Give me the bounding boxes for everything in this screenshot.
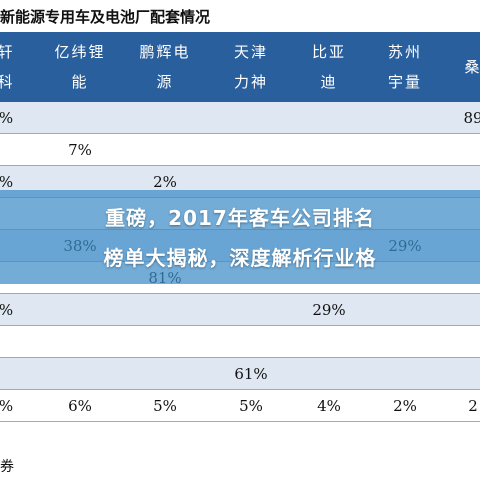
row-divider [0, 389, 480, 390]
header-label: 比亚 迪 [311, 43, 346, 91]
row-divider [0, 357, 480, 358]
row-divider [0, 133, 480, 134]
table-cell: % [0, 397, 14, 415]
article-headline-banner[interactable]: 重磅，2017年客车公司排名 榜单大揭秘，深度解析行业格 [0, 190, 480, 284]
table-cell [125, 102, 205, 134]
table-cell [40, 102, 120, 134]
table-cell: 2% [153, 173, 177, 191]
table-cell [370, 294, 440, 326]
row-divider [0, 293, 480, 294]
headline-line-2: 榜单大揭秘，深度解析行业格 [103, 246, 377, 270]
table-cell [40, 326, 120, 358]
table-cell [453, 326, 480, 358]
header-label: 亿纬锂 能 [54, 43, 106, 91]
header-label: 桑 [464, 58, 480, 76]
table-cell [211, 294, 291, 326]
table-cell: 5% [239, 397, 263, 415]
source-note: 券 [0, 459, 14, 475]
header-col-suzhou: 苏州 宇量 [370, 32, 440, 102]
table-row [0, 390, 480, 422]
table-header: 轩 科 亿纬锂 能鹏辉电 源 天津 力神 比亚 迪 苏州 宇量 桑 [0, 32, 480, 102]
table-cell [294, 102, 364, 134]
table-row [0, 294, 480, 326]
table-cell: 29% [312, 301, 346, 319]
table-cell [125, 134, 205, 166]
header-col-penghui: 鹏辉电 源 [125, 32, 205, 102]
header-col-byd: 比亚 迪 [294, 32, 364, 102]
table-cell [370, 102, 440, 134]
header-col-xuan: 轩 科 [0, 32, 26, 102]
table-cell [453, 134, 480, 166]
table-cell: 5% [153, 397, 177, 415]
table-cell [125, 358, 205, 390]
table-cell [40, 358, 120, 390]
table-cell [0, 326, 26, 358]
header-col-sang: 桑 [453, 32, 480, 102]
table-cell: 89 [463, 109, 480, 127]
row-divider [0, 165, 480, 166]
table-cell [125, 294, 205, 326]
table-cell [211, 102, 291, 134]
table-cell: 4% [317, 397, 341, 415]
table-cell [370, 326, 440, 358]
table-cell: % [0, 301, 14, 319]
table-cell: % [0, 173, 14, 191]
table-title: 新能源专用车及电池厂配套情况 [0, 8, 211, 26]
row-divider [0, 325, 480, 326]
header-label: 鹏辉电 源 [139, 43, 191, 91]
table-cell: 2 [468, 397, 478, 415]
table-cell: 2% [393, 397, 417, 415]
headline-line-1: 重磅，2017年客车公司排名 [105, 206, 375, 230]
table-row [0, 102, 480, 134]
table-cell: 7% [68, 141, 92, 159]
table-row [0, 134, 480, 166]
table-cell [0, 134, 26, 166]
table-cell [211, 134, 291, 166]
table-cell: % [0, 109, 14, 127]
table-cell [0, 358, 26, 390]
row-divider [0, 421, 480, 422]
table-cell [294, 326, 364, 358]
table-cell [294, 134, 364, 166]
table-cell [453, 358, 480, 390]
table-cell [294, 358, 364, 390]
table-cell [370, 134, 440, 166]
header-col-tianjin: 天津 力神 [211, 32, 291, 102]
table-cell [125, 326, 205, 358]
table-cell [40, 294, 120, 326]
table-cell [211, 326, 291, 358]
table-cell: 6% [68, 397, 92, 415]
table-cell [453, 294, 480, 326]
table-row [0, 358, 480, 390]
header-col-yiwei: 亿纬锂 能 [40, 32, 120, 102]
table-cell [370, 358, 440, 390]
table-cell: 61% [234, 365, 268, 383]
header-label: 轩 科 [0, 43, 15, 91]
header-label: 苏州 宇量 [387, 43, 422, 91]
table-row [0, 326, 480, 358]
header-label: 天津 力神 [233, 43, 268, 91]
